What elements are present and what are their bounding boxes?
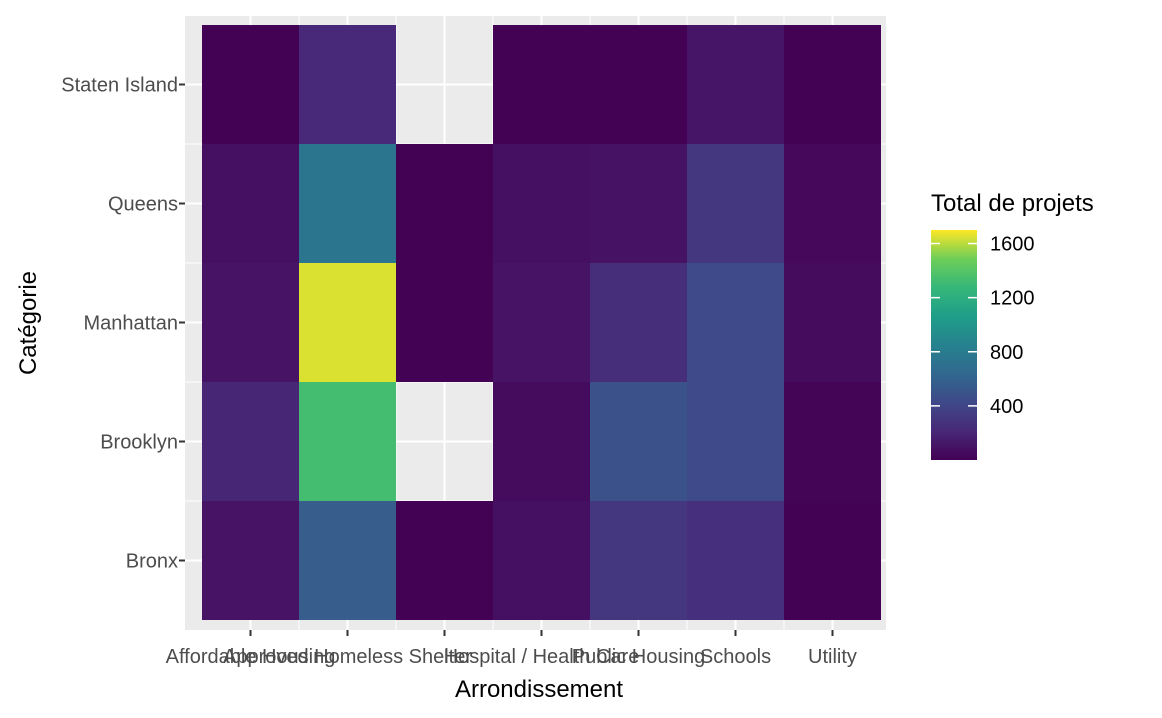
heatmap-cell bbox=[687, 501, 784, 620]
x-tick-label: Schools bbox=[700, 646, 771, 668]
y-axis-title: Catégorie bbox=[15, 271, 42, 375]
legend-tick-label: 800 bbox=[990, 342, 1023, 364]
legend-colorbar bbox=[931, 230, 977, 460]
legend-title: Total de projets bbox=[931, 190, 1094, 217]
x-tick-label: Public Housing bbox=[572, 646, 705, 668]
heatmap-cell bbox=[784, 263, 881, 382]
heatmap-cell bbox=[590, 25, 687, 144]
heatmap-cell bbox=[784, 25, 881, 144]
heatmap-cell bbox=[687, 25, 784, 144]
heatmap-cell bbox=[493, 263, 590, 382]
heatmap-cell bbox=[396, 263, 493, 382]
x-axis-title: Arrondissement bbox=[455, 676, 623, 703]
legend-tick-label: 1600 bbox=[990, 234, 1035, 256]
heatmap-cell bbox=[202, 144, 299, 263]
heatmap-cell bbox=[784, 501, 881, 620]
x-tick-label: Hospital / Health Care bbox=[444, 646, 640, 668]
heatmap-cell bbox=[493, 25, 590, 144]
heatmap-cell bbox=[299, 263, 396, 382]
heatmap-cell bbox=[299, 25, 396, 144]
heatmap-cell bbox=[396, 144, 493, 263]
heatmap-cell bbox=[784, 144, 881, 263]
legend-tick-label: 400 bbox=[990, 396, 1023, 418]
heatmap-cell bbox=[493, 501, 590, 620]
heatmap-cell bbox=[299, 382, 396, 501]
heatmap-cell bbox=[590, 382, 687, 501]
heatmap-cell bbox=[784, 382, 881, 501]
legend-ticks: 400 800 1200 1600 bbox=[931, 234, 1035, 418]
y-tick-label: Bronx bbox=[126, 551, 178, 573]
y-tick-label: Manhattan bbox=[83, 313, 178, 335]
heatmap-cell bbox=[590, 501, 687, 620]
y-tick-label: Brooklyn bbox=[100, 432, 178, 454]
heatmap-cell bbox=[202, 501, 299, 620]
x-tick-label: Utility bbox=[808, 646, 857, 668]
heatmap-cell bbox=[687, 144, 784, 263]
heatmap-cell bbox=[396, 501, 493, 620]
heatmap-cell bbox=[202, 263, 299, 382]
heatmap-cell bbox=[687, 263, 784, 382]
heatmap-cell bbox=[687, 382, 784, 501]
heatmap-cell bbox=[590, 144, 687, 263]
heatmap-cells bbox=[202, 25, 881, 620]
heatmap-cell bbox=[299, 144, 396, 263]
legend: Total de projets 400 800 1200 1600 bbox=[931, 190, 1094, 460]
heatmap-cell bbox=[493, 144, 590, 263]
heatmap-cell bbox=[202, 382, 299, 501]
y-axis: Bronx Brooklyn Manhattan Queens Staten Islan… bbox=[61, 75, 185, 573]
x-tick-label: Approved Homeless Shelter bbox=[223, 646, 472, 668]
heatmap-cell bbox=[299, 501, 396, 620]
y-tick-label: Staten Island bbox=[61, 75, 178, 97]
heatmap-cell bbox=[202, 25, 299, 144]
heatmap-cell bbox=[493, 382, 590, 501]
x-tick-label: Affordable Housing bbox=[166, 646, 336, 668]
y-tick-label: Queens bbox=[108, 194, 178, 216]
legend-tick-label: 1200 bbox=[990, 288, 1035, 310]
heatmap-cell bbox=[590, 263, 687, 382]
